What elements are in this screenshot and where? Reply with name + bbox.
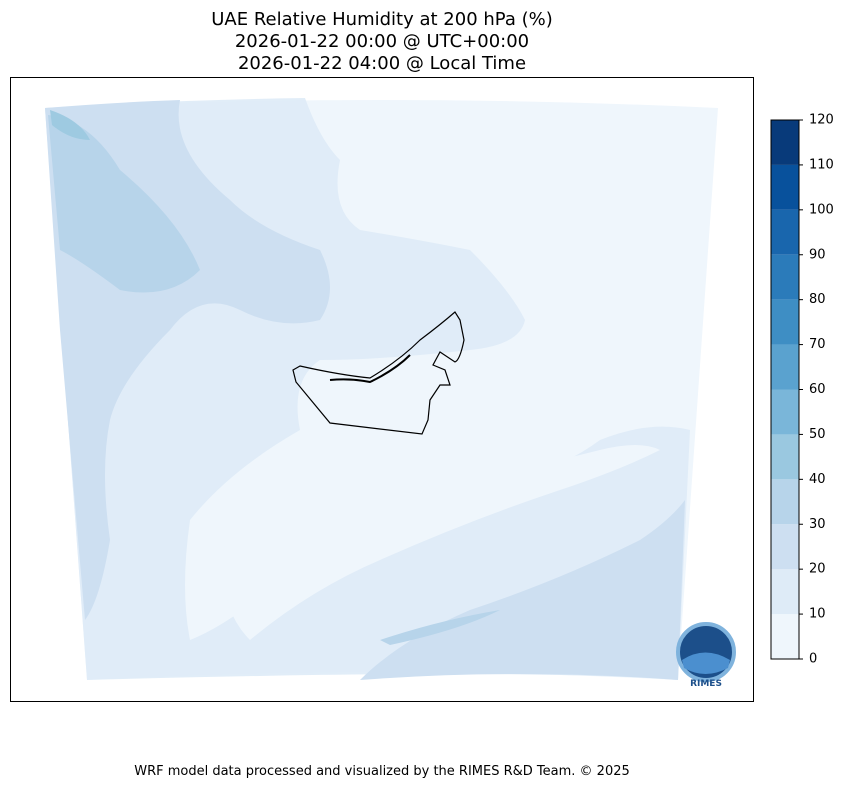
humidity-field — [50, 110, 90, 140]
colorbar-band — [771, 209, 799, 255]
coastline — [292, 311, 465, 435]
colorbar-tick-label: 0 — [809, 652, 817, 667]
colorbar-tick-label: 120 — [809, 113, 834, 128]
colorbar-tick-label: 60 — [809, 382, 826, 397]
colorbar-band — [771, 299, 799, 345]
humidity-field — [223, 445, 661, 640]
colorbar-band — [771, 434, 799, 480]
humidity-field — [48, 115, 200, 293]
colorbar-band — [771, 344, 799, 390]
footer: WRF model data processed and visualized … — [134, 764, 630, 779]
colorbar-tick-label: 20 — [809, 562, 826, 577]
humidity-field — [380, 610, 500, 645]
logo: RIMES — [676, 622, 736, 689]
colorbar-tick-label: 10 — [809, 607, 826, 622]
humidity-field — [360, 500, 685, 680]
colorbar-tick-label: 100 — [809, 202, 834, 217]
logo-text: RIMES — [690, 679, 722, 689]
colorbar: 0 10 20 30 40 50 60 70 80 90 100 110 120 — [770, 113, 834, 667]
colorbar-tick-label: 40 — [809, 472, 826, 487]
colorbar-band — [771, 164, 799, 210]
colorbar-band — [771, 614, 799, 659]
colorbar-tick-label: 70 — [809, 337, 826, 352]
colorbar-band — [771, 254, 799, 300]
title-line: UAE Relative Humidity at 200 hPa (%) — [211, 9, 552, 30]
colorbar-tick-label: 90 — [809, 247, 826, 262]
colorbar-band — [771, 524, 799, 570]
colorbar-tick-label: 110 — [809, 157, 834, 172]
colorbar-tick-label: 30 — [809, 517, 826, 532]
title-line: 2026-01-22 00:00 @ UTC+00:00 — [235, 31, 529, 52]
map: RIMES — [10, 77, 754, 702]
colorbar-band — [771, 479, 799, 525]
coastline — [329, 354, 411, 384]
colorbar-band — [771, 569, 799, 615]
title-line: 2026-01-22 04:00 @ Local Time — [238, 53, 526, 74]
colorbar-band — [771, 389, 799, 435]
colorbar-band — [771, 120, 799, 165]
colorbar-tick-label: 80 — [809, 292, 826, 307]
colorbar-tick-label: 50 — [809, 427, 826, 442]
